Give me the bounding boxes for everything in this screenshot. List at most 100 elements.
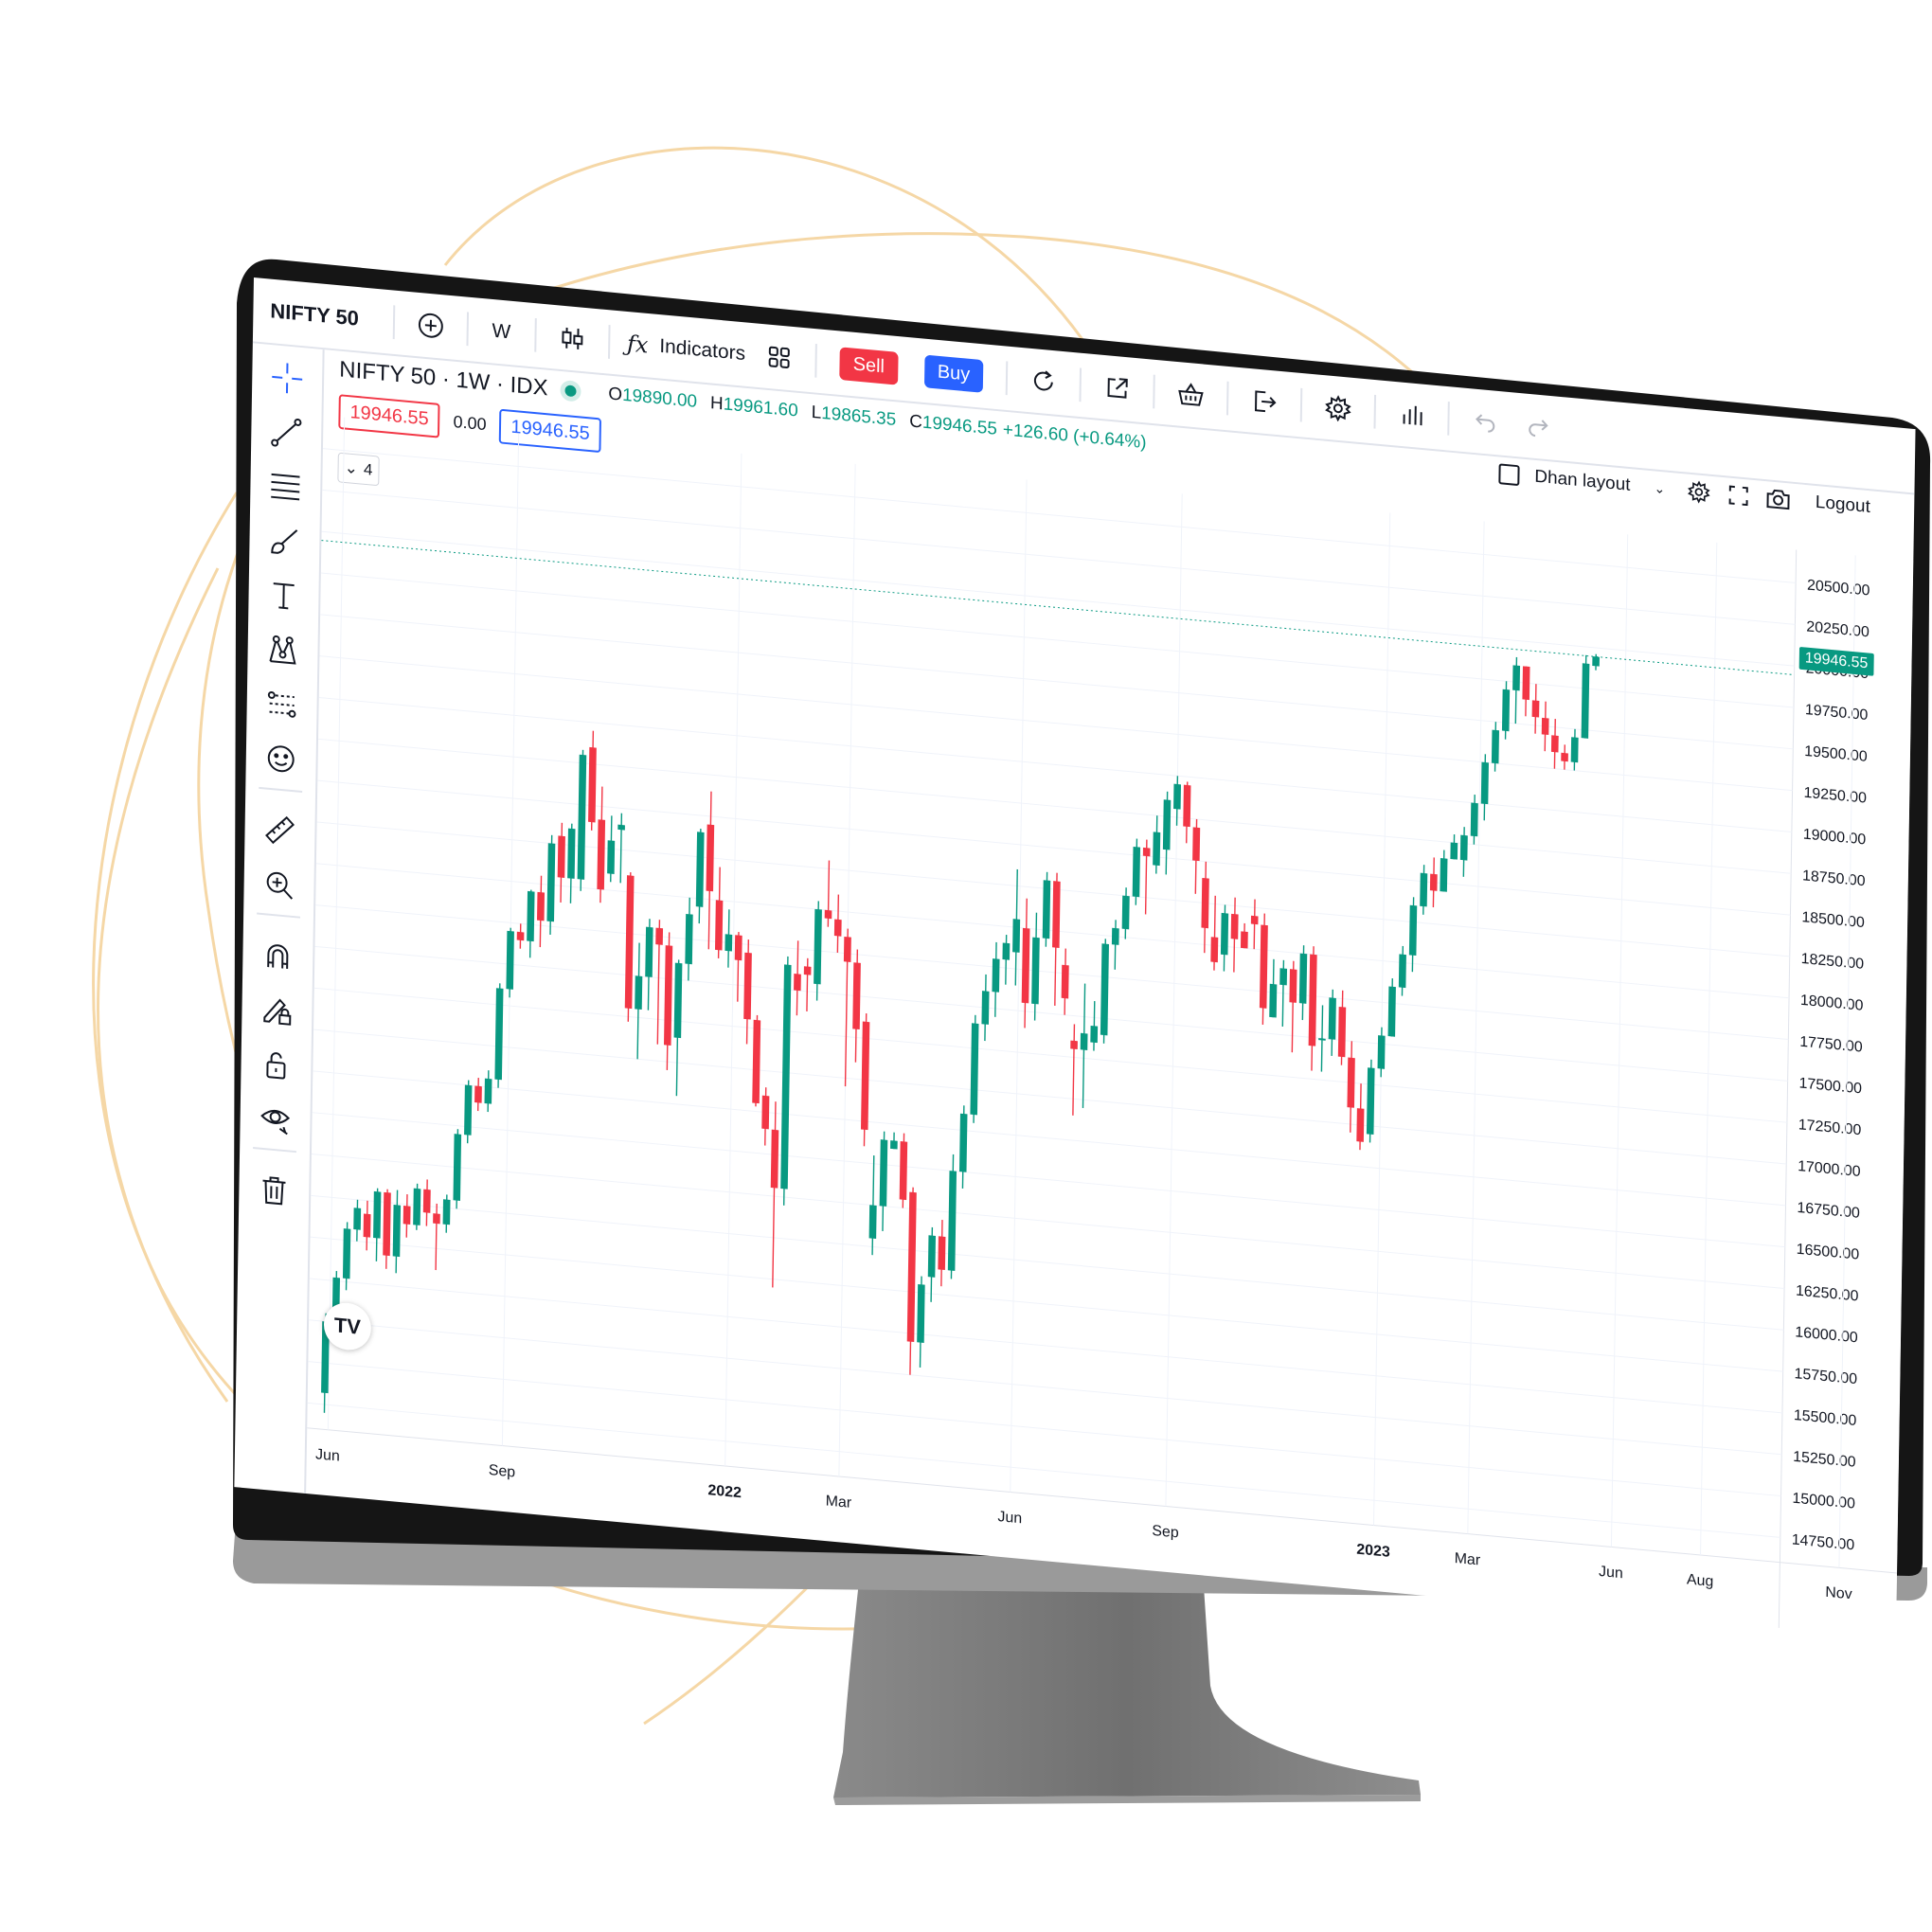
- eye-icon[interactable]: [252, 1094, 298, 1143]
- candle-body: [1512, 665, 1521, 691]
- trend-line-icon[interactable]: [263, 408, 310, 457]
- bars-icon[interactable]: [1385, 381, 1439, 449]
- symbol-name[interactable]: NIFTY 50: [270, 298, 360, 331]
- fullscreen-icon[interactable]: [1719, 484, 1759, 509]
- candle-body: [706, 824, 715, 892]
- candle-body: [981, 991, 990, 1025]
- change-value: +126.60 (+0.64%): [1002, 420, 1147, 454]
- time-axis-label: 2023: [1356, 1542, 1390, 1561]
- candle-body: [843, 936, 851, 962]
- candle-body: [494, 988, 504, 1081]
- grid-line-vertical: [1165, 493, 1183, 1507]
- candle-body: [724, 934, 733, 952]
- logout-button[interactable]: Logout: [1815, 492, 1870, 517]
- candle-body: [1318, 1038, 1326, 1041]
- candle-body: [1132, 846, 1141, 898]
- layout-grid-icon[interactable]: [752, 323, 806, 391]
- candle-body: [1042, 880, 1051, 939]
- lock-drawing-icon[interactable]: [254, 986, 300, 1035]
- candle-body: [1080, 1032, 1088, 1050]
- add-icon[interactable]: [403, 292, 457, 360]
- time-axis-label: Sep: [489, 1462, 516, 1481]
- candle-body: [868, 1205, 877, 1240]
- grid-line-horizontal: [310, 1236, 1783, 1372]
- settings-icon[interactable]: [1679, 479, 1719, 506]
- trash-icon[interactable]: [251, 1166, 297, 1215]
- exit-icon[interactable]: [1238, 367, 1292, 436]
- candle-body: [673, 962, 683, 1039]
- candle-body: [1429, 873, 1438, 891]
- candle-body: [1220, 912, 1229, 956]
- candle-body: [383, 1191, 391, 1257]
- candle-body: [1162, 799, 1172, 850]
- candle-body: [1592, 656, 1600, 667]
- monitor-stand: [833, 1572, 1421, 1798]
- candle-body: [734, 935, 742, 961]
- settings-icon[interactable]: [1311, 374, 1365, 442]
- candle-body: [852, 962, 861, 1030]
- chevron-down-icon[interactable]: ⌄: [1654, 479, 1666, 496]
- candle-body: [1021, 927, 1030, 1004]
- candle-body: [464, 1084, 473, 1136]
- open-key: O: [608, 384, 623, 405]
- candle-body: [743, 952, 752, 1020]
- candle-body: [527, 890, 535, 942]
- candle-body: [1347, 1057, 1355, 1108]
- candle-body: [1250, 915, 1259, 925]
- candle-body: [588, 746, 597, 823]
- share-icon[interactable]: [1090, 354, 1144, 422]
- candle-body: [1090, 1025, 1099, 1044]
- magnet-icon[interactable]: [255, 931, 301, 980]
- candle-body: [1387, 986, 1396, 1037]
- sell-button[interactable]: Sell: [839, 346, 899, 385]
- grid-line-horizontal: [314, 945, 1788, 1082]
- price-axis-border: [1778, 549, 1798, 1629]
- interval-selector[interactable]: W: [492, 319, 511, 344]
- candle-body: [1230, 913, 1239, 939]
- grid-line-horizontal: [318, 696, 1792, 832]
- fib-lines-icon[interactable]: [262, 462, 309, 511]
- redo-icon[interactable]: [1512, 392, 1565, 460]
- candles-icon[interactable]: [546, 304, 599, 372]
- prediction-icon[interactable]: [259, 680, 305, 729]
- candle-body: [1398, 954, 1406, 989]
- high-value: 19961.60: [723, 394, 798, 421]
- candle-body: [803, 966, 812, 975]
- candle-body: [1408, 904, 1418, 957]
- refresh-icon[interactable]: [1016, 348, 1070, 416]
- text-icon[interactable]: [260, 571, 307, 620]
- grid-line-horizontal: [322, 448, 1797, 584]
- candle-body: [624, 875, 635, 1010]
- layout-name[interactable]: Dhan layout: [1534, 466, 1631, 495]
- grid-line-horizontal: [307, 1402, 1780, 1538]
- grid-line-horizontal: [308, 1361, 1781, 1497]
- candle-body: [1459, 834, 1468, 861]
- price-chart[interactable]: 20500.0020250.0020000.0019750.0019500.00…: [306, 416, 1914, 1639]
- lock-icon[interactable]: [253, 1040, 299, 1089]
- candle-body: [1173, 783, 1182, 810]
- pattern-icon[interactable]: [259, 625, 306, 674]
- grid-line-horizontal: [313, 987, 1787, 1123]
- time-axis-label: Jun: [1599, 1564, 1623, 1582]
- ruler-icon[interactable]: [257, 806, 303, 855]
- candle-body: [433, 1213, 440, 1225]
- candle-body: [970, 1023, 979, 1116]
- brush-icon[interactable]: [261, 517, 308, 566]
- crosshair-icon[interactable]: [264, 353, 311, 402]
- candle-body: [1501, 689, 1511, 732]
- grid-line-vertical: [1010, 479, 1028, 1493]
- zoom-in-icon[interactable]: [256, 860, 302, 909]
- candle-wick: [806, 957, 809, 1011]
- layout-checkbox[interactable]: [1498, 463, 1520, 487]
- emoji-icon[interactable]: [258, 734, 304, 783]
- indicators-button[interactable]: ƒx Indicators: [618, 311, 753, 386]
- candle-body: [833, 919, 842, 937]
- basket-icon[interactable]: [1164, 361, 1218, 429]
- undo-icon[interactable]: [1458, 387, 1512, 456]
- candle-body: [402, 1206, 411, 1225]
- grid-line-vertical: [327, 417, 346, 1430]
- buy-button[interactable]: Buy: [923, 353, 984, 393]
- camera-icon[interactable]: [1759, 486, 1798, 512]
- candle-body: [363, 1213, 371, 1238]
- top-toolbar: NIFTY 50 W ƒx Indicators Sell Buy: [252, 277, 1916, 495]
